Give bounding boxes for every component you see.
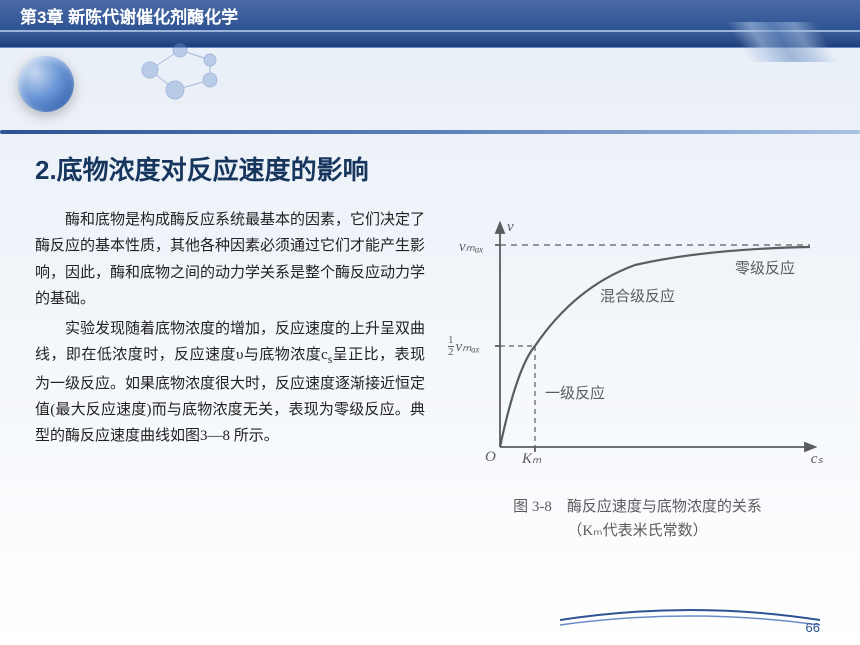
origin-label: O [485, 449, 496, 466]
mixed-order-label: 混合级反应 [600, 285, 675, 306]
km-label: Kₘ [522, 449, 541, 468]
page-number: 66 [806, 620, 820, 635]
paragraph-1: 酶和底物是构成酶反应系统最基本的因素，它们决定了酶反应的基本性质，其他各种因素必… [35, 207, 425, 312]
first-order-label: 一级反应 [545, 382, 605, 403]
vmax-label: vₘₐₓ [459, 237, 484, 256]
molecule-decoration [120, 30, 240, 110]
sphere-decoration [18, 56, 74, 112]
half-vmax-label: 12 vₘₐₓ [448, 335, 480, 358]
y-axis-label: v [507, 219, 514, 236]
footer-curve [560, 605, 820, 635]
paragraph-2: 实验发现随着底物浓度的增加，反应速度的上升呈双曲线，即在低浓度时，反应速度υ与底… [35, 316, 425, 450]
zero-order-label: 零级反应 [735, 257, 795, 278]
chart-caption: 图 3-8 酶反应速度与底物浓度的关系 （Kₘ代表米氏常数） [445, 495, 830, 543]
text-column: 酶和底物是构成酶反应系统最基本的因素，它们决定了酶反应的基本性质，其他各种因素必… [35, 207, 425, 454]
chart-svg [445, 217, 825, 467]
content-area: 2.底物浓度对反应速度的影响 酶和底物是构成酶反应系统最基本的因素，它们决定了酶… [35, 150, 830, 543]
x-axis-label: cₛ [811, 449, 823, 468]
enzyme-kinetics-chart: v vₘₐₓ 12 vₘₐₓ O Kₘ cₛ 零级反应 混合级反应 一级反应 [445, 217, 825, 487]
chapter-title: 第3章 新陈代谢催化剂酶化学 [20, 3, 238, 28]
body-row: 酶和底物是构成酶反应系统最基本的因素，它们决定了酶反应的基本性质，其他各种因素必… [35, 207, 830, 543]
section-heading: 2.底物浓度对反应速度的影响 [35, 150, 830, 187]
slide: 第3章 新陈代谢催化剂酶化学 2.底物浓度对反应速度的影响 酶和底物是构成酶反应… [0, 0, 860, 645]
chart-column: v vₘₐₓ 12 vₘₐₓ O Kₘ cₛ 零级反应 混合级反应 一级反应 图… [445, 207, 830, 543]
divider-line [0, 130, 860, 134]
